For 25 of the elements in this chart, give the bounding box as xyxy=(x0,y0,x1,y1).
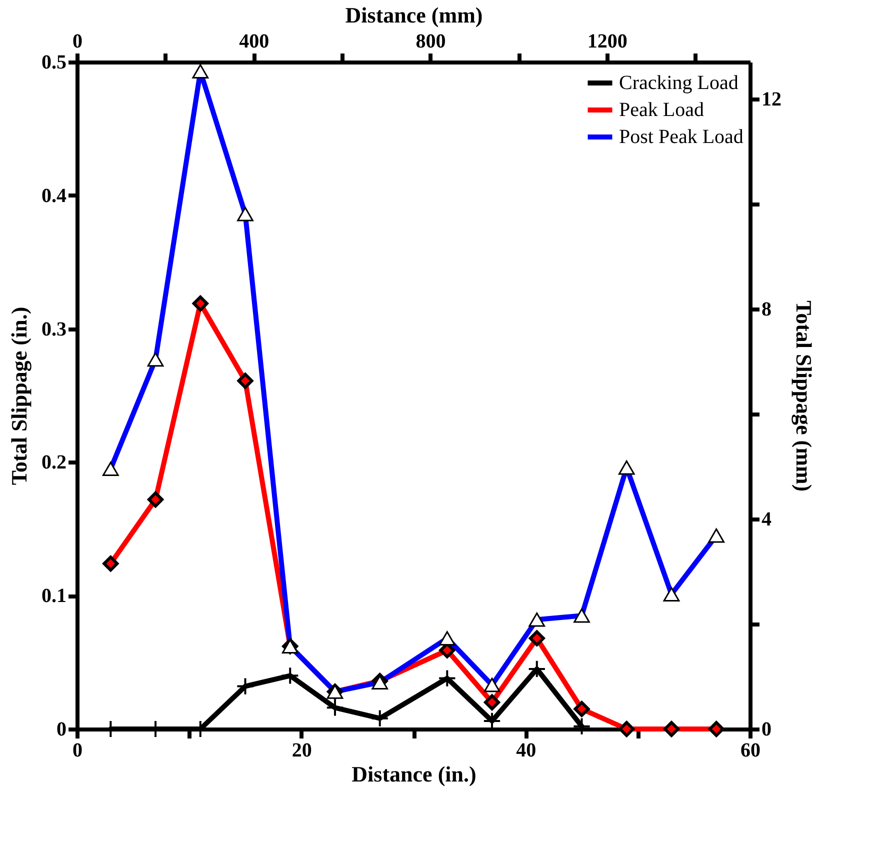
legend-label: Post Peak Load xyxy=(619,126,744,148)
legend-label: Cracking Load xyxy=(619,72,738,94)
x-tick-label: 40 xyxy=(516,740,536,762)
y-tick-label: 0.3 xyxy=(42,318,66,340)
y-tick-label: 0.5 xyxy=(42,52,66,74)
x2-tick-label: 0 xyxy=(72,30,82,52)
y-tick-label: 0.2 xyxy=(42,452,66,474)
legend-label: Peak Load xyxy=(619,99,704,121)
y2-tick-label: 4 xyxy=(762,508,772,530)
y2-tick-label: 8 xyxy=(762,298,772,320)
x-tick-label: 20 xyxy=(292,740,312,762)
x2-tick-label: 800 xyxy=(416,30,446,52)
y2-tick-label: 0 xyxy=(762,718,772,740)
y-tick-label: 0 xyxy=(56,718,66,740)
y2-tick-label: 12 xyxy=(762,88,782,110)
y-tick-label: 0.1 xyxy=(42,585,66,608)
x-axis-title: Distance (in.) xyxy=(352,762,476,786)
y2-axis-title: Total Slippage (mm) xyxy=(792,300,816,492)
y-axis-title: Total Slippage (in.) xyxy=(6,306,32,486)
x2-tick-label: 400 xyxy=(239,30,270,52)
x2-tick-label: 1200 xyxy=(587,30,628,52)
x-tick-label: 60 xyxy=(740,740,760,762)
y-tick-label: 0.4 xyxy=(42,184,66,207)
x2-axis-title: Distance (mm) xyxy=(345,2,483,28)
x-tick-label: 0 xyxy=(72,740,82,762)
